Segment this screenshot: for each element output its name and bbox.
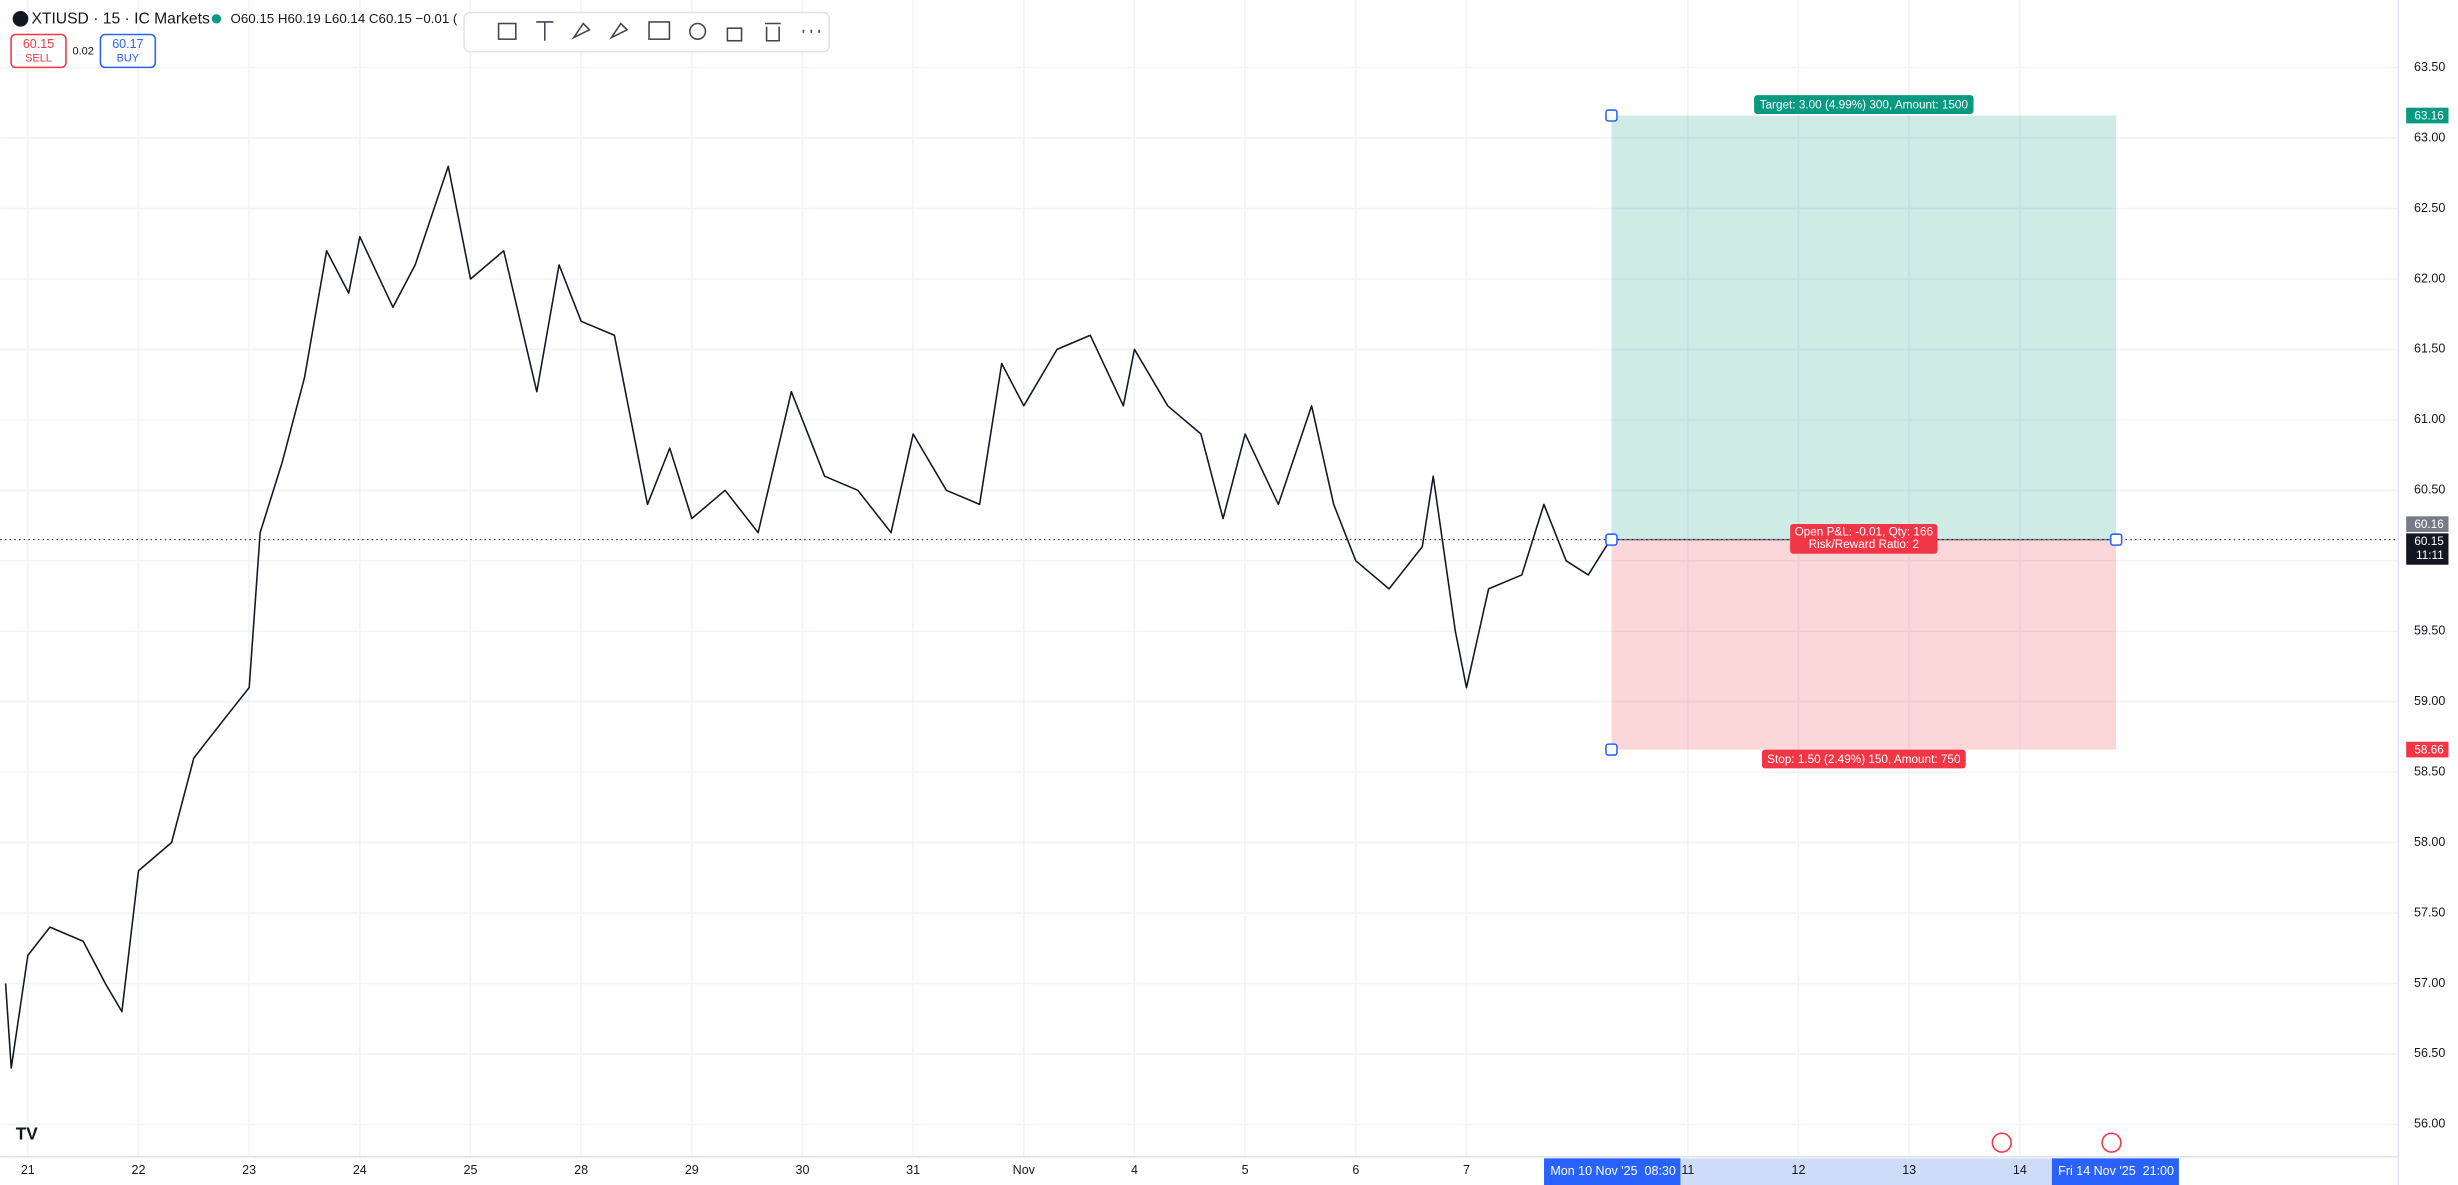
price-marker: 60.15 [2414, 535, 2444, 548]
tool-fill-color[interactable] [609, 22, 629, 40]
tool-settings[interactable] [689, 22, 707, 40]
position-label-bg [1761, 749, 1966, 769]
tool-line-color[interactable] [571, 22, 591, 40]
x-tick-label: 25 [463, 1163, 477, 1177]
buy-label: BUY [117, 53, 140, 65]
time-label-bg [2051, 1158, 2179, 1185]
target-zone [1611, 115, 2117, 540]
price-marker-bg [2406, 533, 2449, 565]
time-label-bg [1544, 1158, 1681, 1185]
x-tick-label: 28 [574, 1163, 588, 1177]
y-tick-label: 63.00 [2414, 130, 2445, 144]
event-flag[interactable] [1991, 1132, 2012, 1153]
position-label: Stop: 1.50 (2.49%) 150, Amount: 750 [1767, 753, 1961, 766]
sell-button[interactable] [10, 33, 67, 69]
x-tick-label: Nov [1013, 1163, 1036, 1177]
position-handle[interactable] [1605, 533, 1618, 546]
y-tick-label: 58.50 [2414, 764, 2445, 778]
y-tick-label: 60.50 [2414, 483, 2445, 497]
price-marker: 60.16 [2414, 518, 2444, 531]
tool-settings-chart[interactable] [648, 21, 671, 40]
x-tick-label: 30 [796, 1163, 810, 1177]
y-tick-label: 62.00 [2414, 271, 2445, 285]
time-label: Mon 10 Nov '25 08:30 [1550, 1164, 1676, 1178]
y-tick-label: 58.00 [2414, 835, 2445, 849]
x-tick-label: 29 [685, 1163, 699, 1177]
y-tick-label: 57.00 [2414, 976, 2445, 990]
position-label: Risk/Reward Ratio: 2 [1809, 538, 1919, 551]
price-marker-bg [2406, 107, 2449, 124]
market-status [211, 14, 222, 24]
x-tick-label: 24 [353, 1163, 367, 1177]
sell-label: SELL [25, 53, 52, 65]
y-tick-label: 61.00 [2414, 412, 2445, 426]
buy-price: 60.17 [112, 37, 143, 51]
symbol-title[interactable]: XTIUSD · 15 · IC Markets [31, 11, 210, 28]
y-tick-label: 61.50 [2414, 342, 2445, 356]
price-marker: 63.16 [2414, 109, 2444, 122]
buy-button[interactable] [99, 33, 157, 69]
x-tick-label: 23 [242, 1163, 256, 1177]
toolbar-bg [463, 11, 831, 53]
x-tick-label: 14 [2013, 1163, 2027, 1177]
position-label: Target: 3.00 (4.99%) 300, Amount: 1500 [1760, 98, 1969, 111]
y-tick-label: 62.50 [2414, 201, 2445, 215]
spread: 0.02 [73, 46, 94, 58]
stop-zone [1611, 539, 2117, 750]
position-label: Open P&L: -0.01, Qty: 166 [1795, 526, 1934, 539]
position-handle[interactable] [1605, 743, 1618, 756]
countdown: 11:11 [2416, 549, 2444, 562]
x-tick-label: 31 [906, 1163, 920, 1177]
drawing-toolbar [463, 11, 831, 53]
axes: 56.00 56.50 57.00 57.50 58.00 58.50 59.00 59.50… [21, 60, 2449, 1185]
position-label-bg [1754, 95, 1974, 114]
event-flag[interactable] [2101, 1132, 2122, 1153]
y-tick-label: 57.50 [2414, 905, 2445, 919]
tool-lock[interactable] [726, 27, 743, 42]
tool-text[interactable] [536, 21, 554, 41]
plot: Target: 3.00 (4.99%) 300, Amount: 1500 St… [0, 95, 2399, 1069]
x-tick-label: 4 [1131, 1163, 1138, 1177]
y-tick-label: 56.50 [2414, 1046, 2445, 1060]
time-label: Fri 14 Nov '25 21:00 [2058, 1164, 2174, 1178]
x-tick-label: 13 [1902, 1163, 1916, 1177]
y-tick-label: 63.50 [2414, 60, 2445, 74]
price-marker: 58.66 [2414, 743, 2444, 756]
y-tick-label: 59.50 [2414, 624, 2445, 638]
ohlc: O60.15 H60.19 L60.14 C60.15 −0.01 ( [231, 11, 458, 26]
sell-price: 60.15 [23, 37, 54, 51]
price-marker-bg [2406, 741, 2449, 758]
x-tick-label: 22 [131, 1163, 145, 1177]
x-tick-label: 5 [1242, 1163, 1249, 1177]
grid [0, 0, 2399, 1157]
y-tick-label: 56.00 [2414, 1117, 2445, 1131]
x-tick-label: 7 [1463, 1163, 1470, 1177]
tool-templates[interactable] [497, 22, 517, 40]
symbol-logo [12, 10, 29, 27]
tv-logo: TV [16, 1123, 39, 1143]
position-label-bg [1790, 523, 1938, 554]
x-tick-label: 6 [1352, 1163, 1359, 1177]
tool-delete[interactable] [765, 22, 781, 42]
position-handle[interactable] [2109, 533, 2123, 546]
price-marker-bg [2406, 516, 2449, 532]
position-handle[interactable] [1605, 109, 1618, 122]
x-tick-label: 21 [21, 1163, 35, 1177]
y-tick-label: 59.00 [2414, 694, 2445, 708]
x-tick-label: 11 [1681, 1163, 1694, 1177]
x-tick-label: 12 [1792, 1163, 1806, 1177]
price-series [4, 165, 1612, 1069]
